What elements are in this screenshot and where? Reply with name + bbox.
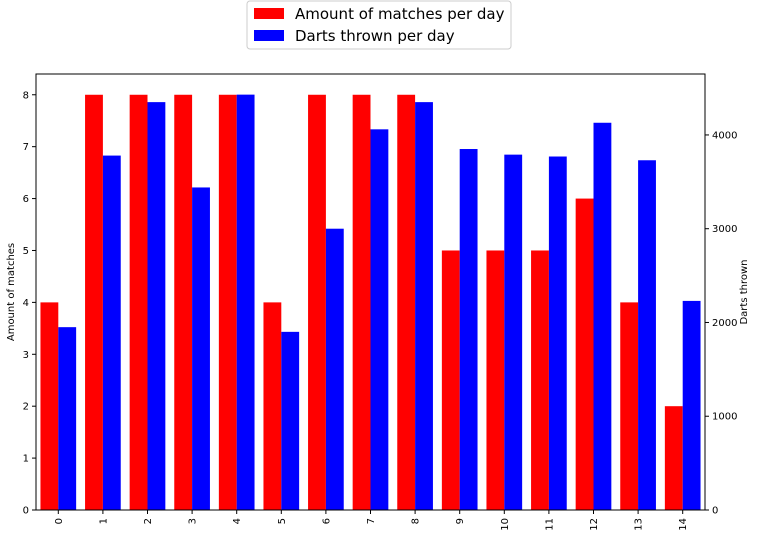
- x-tick-label: 14: [678, 518, 689, 531]
- right-y-axis: 0 1000 2000 3000 4000: [705, 130, 737, 517]
- left-y-axis: 0 1 2 3 4 5 6 7 8: [23, 90, 36, 517]
- bar-matches-1: [85, 94, 103, 510]
- x-tick-label: 0: [54, 518, 65, 524]
- right-y-tick-label: 0: [712, 506, 718, 517]
- bar-matches-12: [575, 198, 594, 511]
- bar-matches-9: [441, 250, 460, 510]
- right-y-axis-label: Darts thrown: [739, 259, 750, 324]
- darts-bars: [58, 94, 701, 511]
- bar-darts-4: [236, 94, 255, 510]
- bar-darts-1: [102, 155, 121, 510]
- x-tick-label: 3: [188, 518, 199, 524]
- left-y-tick-label: 0: [23, 506, 29, 517]
- bar-matches-2: [129, 94, 148, 510]
- x-tick-label: 10: [500, 518, 511, 531]
- legend-swatch-matches: [254, 8, 284, 19]
- legend-frame: [246, 0, 512, 50]
- left-y-tick-label: 4: [23, 298, 29, 309]
- bar-matches-7: [352, 94, 371, 510]
- legend-label-darts: Darts thrown per day: [295, 27, 455, 45]
- bar-darts-12: [593, 122, 612, 510]
- x-tick-label: 11: [544, 518, 555, 531]
- bar-darts-10: [504, 154, 523, 510]
- right-y-tick-label: 4000: [712, 130, 737, 141]
- x-tick-label: 13: [634, 518, 645, 531]
- bar-darts-11: [548, 156, 567, 510]
- left-y-tick-label: 1: [23, 454, 29, 465]
- bar-matches-4: [218, 94, 237, 510]
- bar-darts-6: [325, 228, 344, 511]
- bar-darts-3: [192, 187, 210, 510]
- bar-matches-8: [397, 94, 416, 510]
- right-y-tick-label: 2000: [712, 318, 737, 329]
- right-y-tick-label: 1000: [712, 412, 737, 423]
- bar-darts-8: [415, 102, 433, 511]
- x-tick-label: 2: [143, 518, 154, 524]
- legend-label-matches: Amount of matches per day: [295, 5, 505, 23]
- legend: Amount of matches per day Darts thrown p…: [246, 0, 512, 50]
- left-y-tick-label: 2: [23, 402, 29, 413]
- legend-swatch-darts: [254, 30, 284, 41]
- x-axis: 0 1 2 3 4 5 6 7 8 9 10 11 12 13 14: [54, 510, 689, 531]
- bar-darts-13: [638, 160, 656, 510]
- left-y-axis-label: Amount of matches: [6, 243, 17, 341]
- left-y-tick-label: 8: [23, 90, 29, 101]
- x-tick-label: 4: [232, 518, 243, 524]
- bar-matches-14: [664, 406, 683, 510]
- bar-darts-9: [459, 149, 478, 511]
- bar-matches-6: [308, 94, 326, 510]
- x-tick-label: 6: [321, 518, 332, 524]
- x-tick-label: 1: [98, 518, 109, 524]
- left-y-tick-label: 5: [23, 246, 29, 257]
- bar-matches-10: [486, 250, 505, 510]
- bar-darts-0: [58, 327, 77, 510]
- bar-matches-3: [174, 94, 193, 510]
- left-y-tick-label: 6: [23, 194, 29, 205]
- bar-matches-5: [263, 302, 282, 510]
- matches-bars: [40, 94, 683, 511]
- left-y-tick-label: 3: [23, 350, 29, 361]
- x-tick-label: 12: [589, 518, 600, 531]
- x-tick-label: 5: [277, 518, 288, 524]
- bar-darts-7: [370, 129, 389, 510]
- bar-darts-14: [682, 300, 701, 510]
- bar-matches-0: [40, 302, 59, 510]
- bar-darts-5: [281, 331, 300, 510]
- bar-matches-11: [531, 250, 549, 510]
- x-tick-label: 7: [366, 518, 377, 524]
- bar-darts-2: [147, 102, 166, 511]
- right-y-tick-label: 3000: [712, 224, 737, 235]
- x-tick-label: 9: [455, 518, 466, 524]
- bar-matches-13: [620, 302, 639, 510]
- x-tick-label: 8: [411, 518, 422, 524]
- left-y-tick-label: 7: [23, 142, 29, 153]
